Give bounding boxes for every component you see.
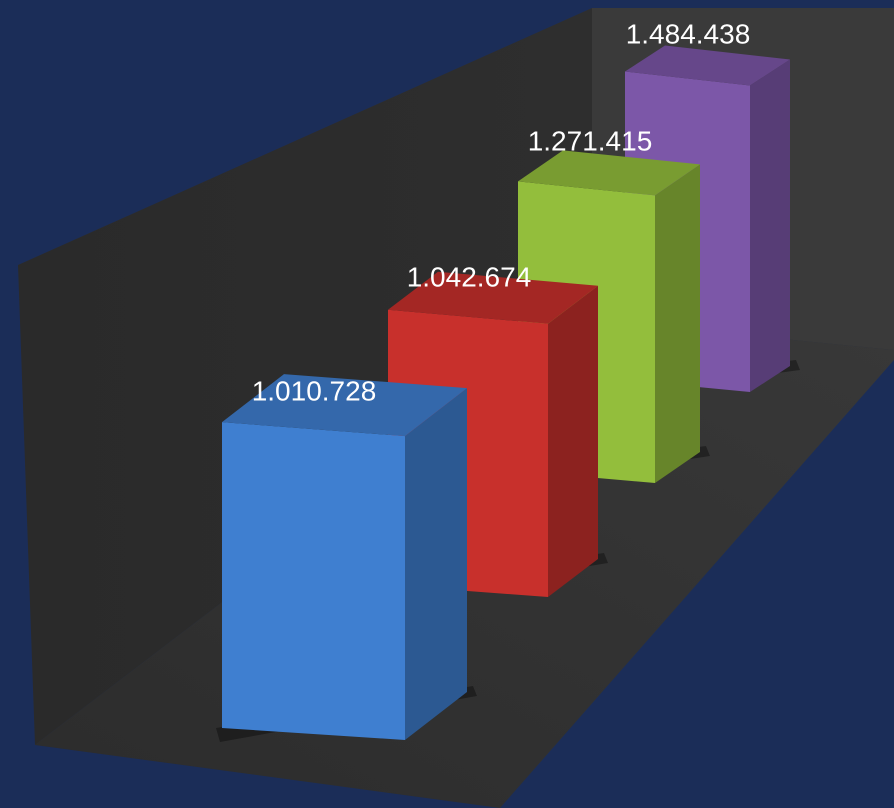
bar-side-face xyxy=(405,388,467,740)
bar-side-face xyxy=(750,59,790,393)
floor-edge xyxy=(35,745,500,808)
data-label-3: 1.271.415 xyxy=(528,125,653,156)
bar-side-face xyxy=(548,285,598,597)
bar-front-face xyxy=(222,422,405,740)
labels-group: 1.010.728 1.042.674 1.271.415 1.484.438 xyxy=(252,18,751,406)
bar-1 xyxy=(216,374,477,742)
bar-top-face xyxy=(518,150,700,196)
bars-group xyxy=(216,45,800,742)
bar-top-face xyxy=(388,271,598,324)
data-label-1: 1.010.728 xyxy=(252,375,377,406)
bar-side-face xyxy=(655,164,700,484)
bar-top-face xyxy=(625,45,790,86)
data-label-2: 1.042.674 xyxy=(407,261,532,292)
bar-top-face xyxy=(222,374,467,437)
data-label-4: 1.484.438 xyxy=(626,18,751,49)
